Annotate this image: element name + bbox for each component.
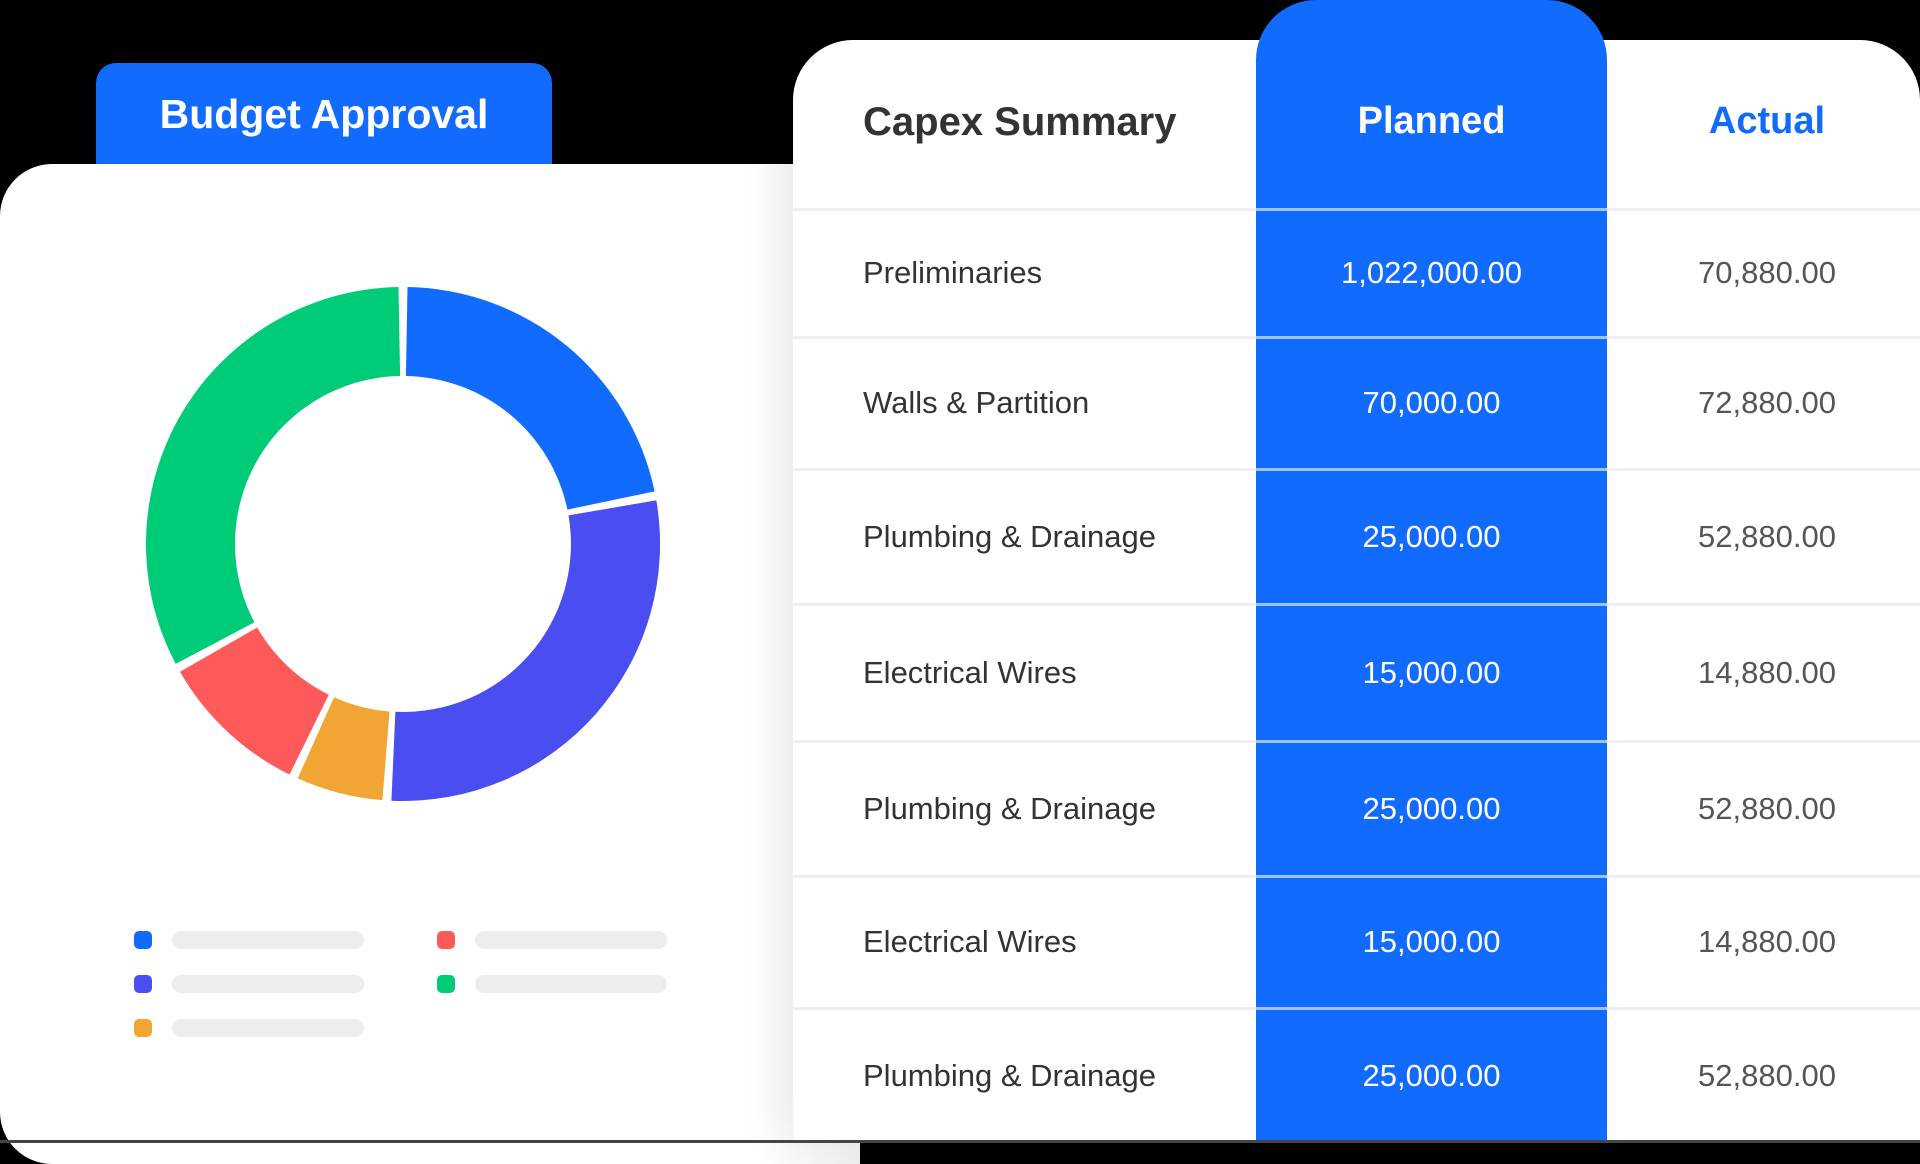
table-row-planned: 1,022,000.00 [1340,255,1522,290]
row-divider [793,875,1920,878]
budget-approval-label: Budget Approval [159,91,489,137]
legend-item-green [437,975,667,993]
budget-chart-card [0,164,860,1164]
planned-column-highlight [1256,0,1607,1143]
legend-item-red [437,931,667,949]
legend-label-placeholder [172,975,364,993]
table-row-planned: 15,000.00 [1362,924,1501,959]
column-header-planned[interactable]: Planned [1357,100,1506,142]
legend-label-placeholder [172,931,364,949]
donut-slice-red [180,627,329,775]
column-header-actual[interactable]: Actual [1708,100,1826,142]
legend-swatch-orange [134,1019,152,1037]
table-row-planned: 70,000.00 [1362,385,1501,420]
table-row-planned: 25,000.00 [1362,518,1501,554]
table-row-actual: 72,880.00 [1698,385,1836,420]
row-divider [793,603,1920,606]
legend-label-placeholder [475,975,667,993]
legend-item-orange [134,1019,364,1037]
row-divider [793,1007,1920,1010]
bottom-edge [0,1140,1920,1143]
row-divider [793,468,1920,471]
donut-chart [146,287,660,801]
table-row-actual: 14,880.00 [1698,654,1836,690]
table-row-name: Plumbing & Drainage [863,790,1156,826]
table-row-actual: 52,880.00 [1698,1057,1836,1093]
table-row-actual: 52,880.00 [1698,790,1836,826]
table-row-actual: 70,880.00 [1698,255,1836,290]
legend-swatch-red [437,931,455,949]
row-divider [793,740,1920,743]
capex-summary-title: Capex Summary [863,100,1177,144]
table-row-actual: 14,880.00 [1698,924,1836,959]
row-divider [793,208,1920,211]
table-row-name: Electrical Wires [863,924,1077,959]
row-divider [793,336,1920,339]
legend-swatch-indigo [134,975,152,993]
table-row-name: Walls & Partition [863,385,1090,420]
table-row-planned: 25,000.00 [1362,1057,1501,1093]
table-row-planned: 15,000.00 [1362,654,1501,690]
table-row-planned: 25,000.00 [1362,790,1501,826]
table-row-name: Electrical Wires [863,654,1077,690]
legend-swatch-green [437,975,455,993]
donut-slice-orange [297,697,390,801]
donut-slice-blue [405,287,655,510]
table-row-actual: 52,880.00 [1698,518,1836,554]
table-row-name: Preliminaries [863,255,1043,290]
legend-label-placeholder [172,1019,364,1037]
donut-slice-indigo [391,500,660,801]
table-row-name: Plumbing & Drainage [863,1057,1156,1093]
legend-item-blue [134,931,364,949]
table-row-name: Plumbing & Drainage [863,518,1156,554]
legend-label-placeholder [475,931,667,949]
legend-item-indigo [134,975,364,993]
budget-approval-tab[interactable]: Budget Approval [96,63,552,173]
legend-swatch-blue [134,931,152,949]
donut-slice-green [146,287,401,664]
